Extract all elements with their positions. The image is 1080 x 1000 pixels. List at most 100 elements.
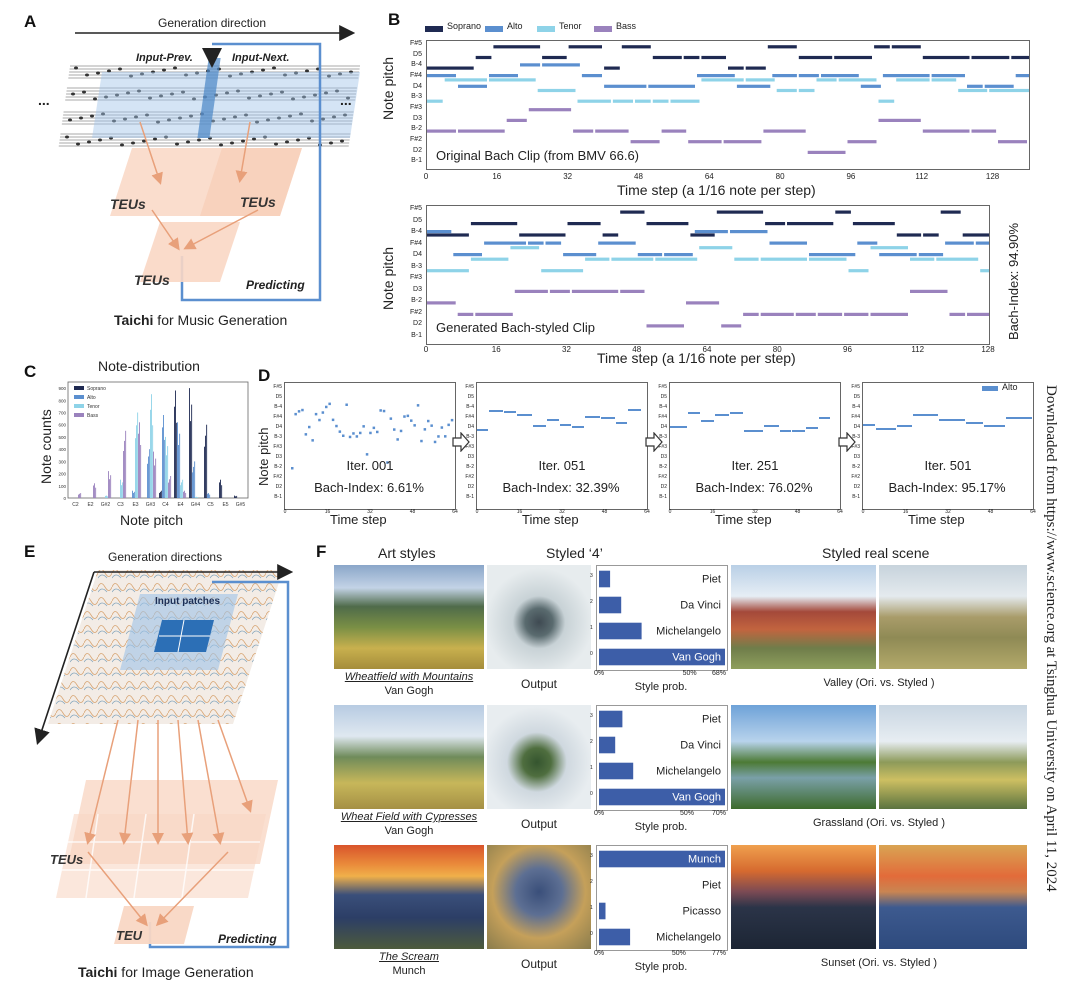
note-dot bbox=[376, 430, 379, 434]
note-bar-bass bbox=[760, 312, 794, 316]
note-bar-bass bbox=[458, 129, 505, 133]
note-glyph bbox=[186, 140, 190, 144]
iteration-arrow-icon bbox=[838, 431, 856, 453]
note-bar-bass bbox=[922, 129, 970, 133]
style-prob-svg: Munch Piet Picasso Michelangelo bbox=[599, 850, 725, 946]
note-bar-alto bbox=[427, 230, 452, 234]
style-prob-bar bbox=[599, 622, 642, 640]
xtick-label: 16 bbox=[492, 172, 502, 181]
note-bar-soprano bbox=[493, 45, 541, 49]
note-dot bbox=[427, 419, 430, 423]
note-dist-bar-tenor bbox=[136, 425, 137, 498]
style-prob-label: Michelangelo bbox=[656, 626, 721, 638]
style-prob-ytick: 3 bbox=[590, 853, 593, 859]
style-prob-label: Michelangelo bbox=[656, 932, 721, 944]
taichi-bold: Taichi bbox=[114, 312, 154, 328]
iteration-arrow-shape bbox=[645, 431, 663, 453]
style-prob-xtick: 0% bbox=[594, 810, 605, 817]
iteration-ytick: B-4 bbox=[659, 404, 667, 410]
note-bar-tenor bbox=[734, 257, 759, 261]
panel-label-e: E bbox=[24, 542, 36, 561]
iteration-ytick: D4 bbox=[853, 424, 860, 430]
note-bar-soprano bbox=[568, 45, 602, 49]
note-dot bbox=[433, 440, 437, 444]
note-dist-bar-soprano bbox=[175, 390, 176, 498]
note-glyph bbox=[151, 70, 155, 74]
note-glyph bbox=[85, 73, 89, 77]
note-glyph bbox=[195, 71, 199, 75]
note-dot bbox=[393, 428, 396, 431]
note-glyph bbox=[181, 90, 185, 94]
iteration-arrow-icon bbox=[645, 431, 663, 453]
note-dot bbox=[365, 453, 369, 456]
note-bar-bass bbox=[475, 312, 513, 316]
iteration-xtick: 16 bbox=[709, 509, 716, 515]
note-glyph bbox=[156, 120, 160, 124]
bach-index-value: Bach-Index: 76.02% bbox=[695, 480, 813, 495]
note-dist-bar-bass bbox=[95, 487, 97, 498]
ytick-label: D4 bbox=[413, 82, 422, 90]
note-bar-alto bbox=[967, 84, 983, 88]
note-bar-alto bbox=[533, 425, 546, 427]
note-bar-tenor bbox=[655, 257, 698, 261]
note-dist-ytick: 200 bbox=[58, 472, 66, 477]
iteration-roll-4 bbox=[863, 414, 1032, 430]
note-dist-bar-alto bbox=[177, 422, 178, 498]
note-dot bbox=[406, 414, 410, 418]
iteration-ytick: F#2 bbox=[465, 474, 474, 480]
style-prob-chart-3: Munch Piet Picasso Michelangelo bbox=[596, 845, 728, 951]
xtick-label: 32 bbox=[562, 345, 571, 354]
caption-rest-e: for Image Generation bbox=[117, 964, 254, 980]
note-bar-alto bbox=[984, 84, 1014, 88]
note-bar-alto bbox=[819, 417, 830, 419]
iteration-xtick: 64 bbox=[837, 509, 843, 515]
note-bar-bass bbox=[573, 129, 594, 133]
note-bar-bass bbox=[620, 289, 645, 293]
style-prob-label: Da Vinci bbox=[680, 740, 721, 752]
note-bar-soprano bbox=[835, 210, 851, 214]
scene-caption: Sunset (Ori. vs. Styled ) bbox=[820, 957, 938, 969]
art-painting-3 bbox=[334, 845, 484, 949]
note-bar-alto bbox=[931, 74, 965, 78]
note-bar-tenor bbox=[848, 269, 869, 273]
note-glyph bbox=[159, 94, 163, 98]
note-bar-soprano bbox=[620, 210, 645, 214]
note-glyph bbox=[261, 68, 265, 72]
note-glyph bbox=[302, 95, 306, 99]
style-prob-bar bbox=[599, 710, 623, 728]
style-prob-xtick: 70% bbox=[712, 810, 727, 817]
note-bar-alto bbox=[966, 422, 983, 424]
xtick-label: 128 bbox=[981, 345, 995, 354]
note-bar-bass bbox=[595, 129, 629, 133]
note-dist-bar-alto bbox=[194, 461, 196, 498]
note-glyph bbox=[82, 90, 86, 94]
output-label: Output bbox=[520, 957, 558, 971]
note-glyph bbox=[225, 91, 229, 95]
style-prob-label-text: Style prob. bbox=[634, 681, 688, 693]
iteration-ytick: B-3 bbox=[852, 434, 860, 440]
note-bar-bass bbox=[721, 324, 742, 328]
note-glyph bbox=[219, 143, 223, 147]
note-glyph bbox=[327, 74, 331, 78]
style-prob-ytick: 0 bbox=[590, 651, 593, 657]
note-dist-bar-bass bbox=[123, 451, 124, 498]
note-glyph bbox=[65, 135, 69, 139]
note-bar-alto bbox=[528, 241, 544, 245]
xtick-label: 0 bbox=[423, 172, 429, 181]
note-glyph bbox=[335, 89, 339, 93]
note-glyph bbox=[123, 117, 127, 121]
note-bar-tenor bbox=[809, 257, 847, 261]
note-bar-soprano bbox=[728, 66, 744, 70]
note-bar-alto bbox=[701, 420, 714, 422]
note-dist-bar-tenor bbox=[137, 412, 139, 498]
note-glyph bbox=[280, 90, 284, 94]
note-dist-xtick: E2 bbox=[87, 502, 93, 508]
note-bar-alto bbox=[504, 411, 516, 413]
note-bar-tenor bbox=[537, 88, 576, 93]
note-glyph bbox=[71, 92, 75, 96]
iteration-ytick: B-3 bbox=[466, 434, 474, 440]
note-dist-bar-tenor bbox=[120, 479, 121, 498]
note-bar-alto bbox=[897, 425, 912, 427]
note-dist-bar-soprano bbox=[160, 491, 161, 498]
note-bar-bass bbox=[998, 140, 1027, 144]
